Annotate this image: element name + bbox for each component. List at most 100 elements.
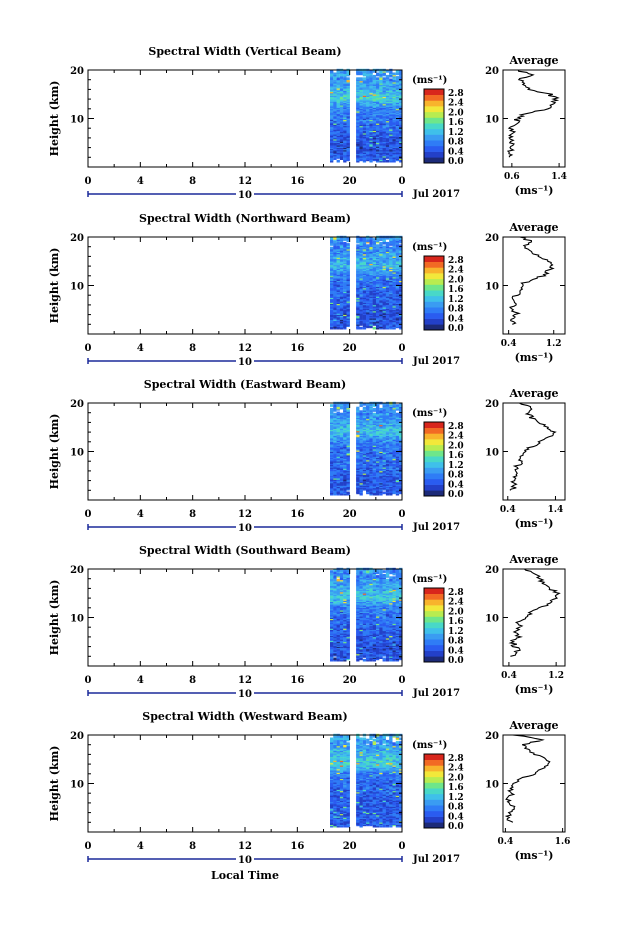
heatmap-cell — [333, 240, 337, 244]
heatmap-cell — [336, 159, 340, 163]
average-y-tick-label: 10 — [485, 115, 499, 126]
colorbar-tick-label: 1.6 — [448, 285, 464, 295]
date-label-bg — [236, 355, 254, 366]
heatmap-cell — [395, 70, 400, 73]
heatmap-cell — [356, 490, 360, 493]
heatmap-cell — [356, 239, 360, 243]
heatmap-cell — [385, 406, 390, 410]
heatmap-cell — [330, 490, 334, 493]
colorbar-frame — [423, 421, 445, 497]
heatmap-cell — [362, 324, 367, 327]
heatmap-cell — [366, 239, 370, 243]
colorbar-tick-label: 0.8 — [448, 305, 464, 315]
heatmap-cell — [359, 243, 363, 246]
heatmap-cell — [372, 79, 376, 83]
colorbar-segment — [424, 267, 444, 274]
x-tick-label: 0 — [399, 176, 406, 187]
colorbar-segment — [424, 100, 444, 107]
heatmap-cell — [336, 77, 340, 80]
colorbar-segment — [424, 484, 444, 491]
heatmap-cell — [392, 72, 396, 76]
heatmap-cell — [382, 239, 386, 243]
colorbar-segment — [424, 307, 444, 314]
x-tick-label: 12 — [238, 509, 252, 520]
panel-4: Spectral Width (Southward Beam)Height (k… — [48, 544, 566, 700]
average-unit: (ms⁻¹) — [515, 184, 554, 197]
panel-title: Spectral Width (Vertical Beam) — [148, 45, 341, 58]
y-tick-label: 10 — [70, 282, 84, 293]
heatmap-cell — [362, 237, 367, 240]
average-y-tick-label: 20 — [485, 399, 499, 410]
heatmap-cell — [395, 404, 400, 407]
heatmap-cell — [389, 410, 393, 413]
colorbar-tick-label: 1.6 — [448, 451, 464, 461]
heatmap-cell — [389, 246, 393, 250]
date-label-bg — [236, 188, 254, 199]
heatmap-cell — [376, 490, 380, 493]
colorbar-frame — [423, 88, 445, 164]
heatmap-cell — [369, 325, 373, 329]
heatmap-cell — [372, 404, 376, 407]
y-axis-label: Height (km) — [48, 248, 61, 324]
colorbar-segment — [424, 89, 444, 95]
x-axis-title: Local Time — [211, 869, 279, 882]
heatmap-cells — [330, 235, 403, 330]
heatmap-cell — [346, 77, 350, 80]
heatmap-cell — [395, 244, 400, 247]
x-tick-label: 20 — [343, 176, 357, 187]
colorbar-tick-label: 2.0 — [448, 441, 464, 451]
heatmap-cell — [385, 412, 390, 416]
heatmap-cell — [376, 238, 380, 241]
average-profile-line — [508, 236, 555, 325]
heatmap-cell — [359, 412, 363, 416]
x-tick-label: 0 — [85, 509, 92, 520]
heatmap-cell — [339, 79, 344, 83]
heatmap-cell — [330, 326, 334, 330]
colorbar-frame — [423, 255, 445, 331]
heatmap-cell — [343, 70, 347, 73]
average-y-tick-label: 20 — [485, 233, 499, 244]
colorbar-unit: (ms⁻¹) — [412, 75, 447, 86]
heatmap-cell — [330, 70, 334, 73]
heatmap-cell — [359, 492, 363, 496]
colorbar-segment — [424, 140, 444, 147]
heatmap-cell — [369, 246, 373, 250]
colorbar-tick-label: 1.2 — [448, 128, 464, 138]
x-tick-label: 20 — [343, 509, 357, 520]
heatmap-cell — [399, 159, 403, 163]
colorbar-segment — [424, 111, 444, 118]
heatmap-cell — [359, 326, 363, 330]
average-x-tick-label: 0.4 — [500, 505, 516, 515]
colorbar-unit: (ms⁻¹) — [412, 242, 447, 253]
heatmap-cell — [389, 325, 393, 329]
heatmap-cell — [356, 77, 360, 80]
heatmap-cell — [382, 77, 386, 80]
average-title: Average — [508, 54, 558, 67]
colorbar-segment — [424, 278, 444, 285]
heatmap-cell — [382, 72, 386, 76]
colorbar-segment — [424, 256, 444, 262]
x-tick-label: 0 — [399, 509, 406, 520]
colorbar-segment — [424, 422, 444, 428]
heatmap-cell — [356, 244, 360, 247]
colorbar-tick-label: 0.0 — [448, 324, 464, 334]
heatmap-cell — [366, 244, 370, 247]
heatmap-cell — [343, 406, 347, 410]
heatmap-cell — [376, 656, 380, 659]
colorbar-segment — [424, 473, 444, 480]
heatmap-cell — [346, 404, 350, 407]
heatmap-cell — [399, 70, 403, 73]
heatmap-cell — [339, 490, 344, 493]
heatmap-cell — [395, 656, 400, 659]
heatmap-cell — [392, 79, 396, 83]
average-x-tick-label: 1.4 — [548, 505, 564, 515]
heatmap-cell — [372, 244, 376, 247]
y-tick-label: 20 — [70, 233, 84, 244]
heatmap-cell — [385, 159, 390, 163]
average-profile-line — [506, 69, 560, 158]
colorbar-tick-label: 0.4 — [448, 314, 464, 324]
average-title: Average — [508, 387, 558, 400]
heatmap-cell — [366, 157, 370, 160]
month-year-label: Jul 2017 — [412, 522, 460, 533]
